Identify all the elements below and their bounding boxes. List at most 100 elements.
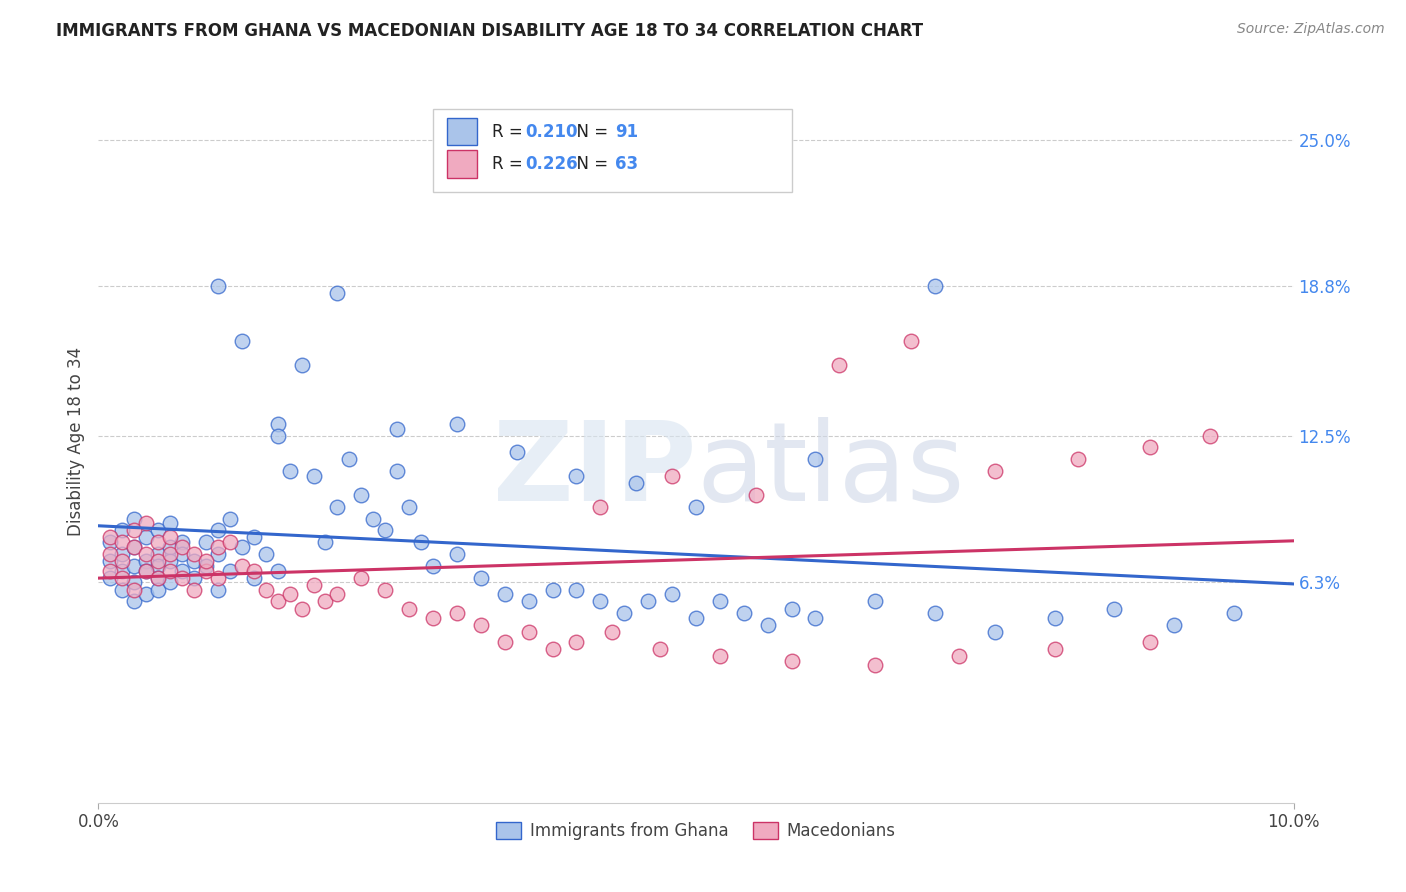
Point	[135, 531, 157, 545]
Point	[135, 564, 157, 578]
Point	[135, 564, 157, 578]
Point	[231, 334, 253, 348]
Point	[111, 535, 134, 549]
Point	[111, 554, 134, 568]
Point	[148, 582, 170, 597]
Point	[195, 558, 218, 573]
Point	[219, 535, 242, 549]
Point	[315, 535, 337, 549]
Point	[446, 417, 468, 431]
Point	[385, 464, 409, 478]
Text: atlas: atlas	[696, 417, 965, 524]
Point	[637, 594, 659, 608]
Point	[924, 607, 946, 621]
Point	[183, 554, 205, 568]
Point	[159, 531, 181, 545]
Point	[1043, 641, 1066, 656]
Y-axis label: Disability Age 18 to 34: Disability Age 18 to 34	[66, 347, 84, 536]
Point	[302, 469, 325, 483]
FancyBboxPatch shape	[447, 118, 477, 145]
Point	[613, 607, 636, 621]
Point	[135, 516, 157, 531]
Point	[195, 554, 218, 568]
Point	[1104, 601, 1126, 615]
Point	[374, 524, 396, 538]
FancyBboxPatch shape	[447, 151, 477, 178]
Point	[98, 535, 122, 549]
Point	[159, 575, 181, 590]
Point	[148, 535, 170, 549]
Point	[111, 564, 134, 578]
Text: 63: 63	[614, 155, 638, 173]
Point	[291, 601, 314, 615]
Text: 91: 91	[614, 122, 638, 141]
Point	[111, 582, 134, 597]
Point	[900, 334, 922, 348]
Point	[254, 547, 277, 561]
Point	[1139, 441, 1161, 455]
Point	[172, 564, 194, 578]
Point	[565, 582, 588, 597]
Point	[148, 547, 170, 561]
Point	[124, 575, 146, 590]
Point	[398, 601, 420, 615]
Point	[506, 445, 529, 459]
Point	[302, 578, 325, 592]
Point	[111, 571, 134, 585]
Point	[541, 582, 564, 597]
Point	[278, 464, 301, 478]
Point	[541, 641, 564, 656]
Point	[828, 358, 851, 372]
Point	[446, 547, 468, 561]
Text: R =: R =	[492, 155, 527, 173]
Point	[135, 587, 157, 601]
Point	[267, 417, 290, 431]
Point	[709, 594, 731, 608]
Point	[159, 554, 181, 568]
Point	[124, 524, 146, 538]
Point	[124, 511, 146, 525]
Point	[124, 540, 146, 554]
Point	[243, 571, 266, 585]
Point	[685, 500, 707, 514]
Point	[159, 547, 181, 561]
Point	[148, 554, 170, 568]
Point	[517, 625, 540, 640]
Point	[756, 618, 779, 632]
Point	[219, 564, 242, 578]
Point	[924, 279, 946, 293]
Point	[411, 535, 433, 549]
Point	[494, 587, 516, 601]
Point	[948, 648, 970, 663]
Point	[267, 428, 290, 442]
Point	[804, 611, 827, 625]
Point	[195, 535, 218, 549]
Point	[159, 516, 181, 531]
Point	[243, 531, 266, 545]
Point	[172, 535, 194, 549]
Point	[207, 540, 229, 554]
Point	[326, 587, 349, 601]
Point	[124, 540, 146, 554]
Text: 0.210: 0.210	[524, 122, 578, 141]
Point	[865, 658, 887, 673]
Point	[124, 594, 146, 608]
Point	[685, 611, 707, 625]
Point	[135, 554, 157, 568]
Text: N =: N =	[565, 155, 613, 173]
Point	[733, 607, 755, 621]
Point	[124, 558, 146, 573]
Point	[385, 421, 409, 435]
Point	[626, 475, 648, 490]
Point	[98, 547, 122, 561]
Point	[207, 524, 229, 538]
Point	[446, 607, 468, 621]
Point	[589, 500, 612, 514]
Point	[1043, 611, 1066, 625]
Point	[98, 554, 122, 568]
Point	[1223, 607, 1246, 621]
Point	[207, 547, 229, 561]
Point	[219, 511, 242, 525]
Text: Source: ZipAtlas.com: Source: ZipAtlas.com	[1237, 22, 1385, 37]
Point	[207, 571, 229, 585]
